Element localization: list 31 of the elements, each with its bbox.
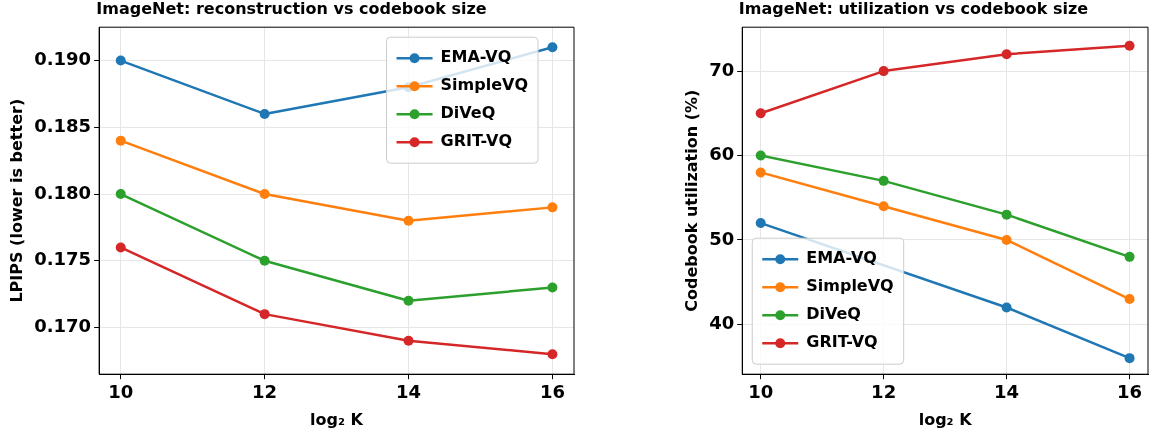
legend-label: DiVeQ [440,103,496,123]
legend-label: EMA-VQ [806,248,877,268]
legend-label: EMA-VQ [440,47,512,67]
legend-label: GRIT-VQ [440,131,512,151]
y-tick-label: 0.185 [34,114,92,136]
x-tick-label: 10 [108,380,134,402]
legend-label: SimpleVQ [440,75,528,95]
x-tick-label: 12 [252,380,278,402]
chart-title: ImageNet: reconstruction vs codebook size [96,0,487,18]
x-tick-label: 16 [539,380,565,402]
y-tick-label: 0.175 [34,248,92,270]
y-tick-label: 50 [709,227,735,249]
y-tick-label: 60 [709,143,735,165]
y-tick-label: 0.180 [34,181,92,203]
y-tick-label: 70 [709,58,735,80]
y-tick-label: 40 [709,312,735,334]
x-tick-label: 14 [994,380,1020,402]
y-axis-title: LPIPS (lower is better) [6,98,26,303]
x-axis-title: log₂ K [918,409,973,429]
y-tick-label: 0.170 [34,315,92,337]
chart-title: ImageNet: utilization vs codebook size [738,0,1089,18]
x-axis-title: log₂ K [310,409,364,429]
legend-label: SimpleVQ [806,276,894,296]
x-tick-label: 14 [395,380,422,402]
legend-label: GRIT-VQ [806,332,878,352]
y-tick-label: 0.190 [34,48,92,70]
x-tick-label: 10 [748,380,774,402]
legend-label: DiVeQ [806,304,861,324]
y-axis-title: Codebook utilization (%) [681,89,701,312]
x-tick-label: 16 [1117,380,1143,402]
x-tick-label: 12 [871,380,897,402]
